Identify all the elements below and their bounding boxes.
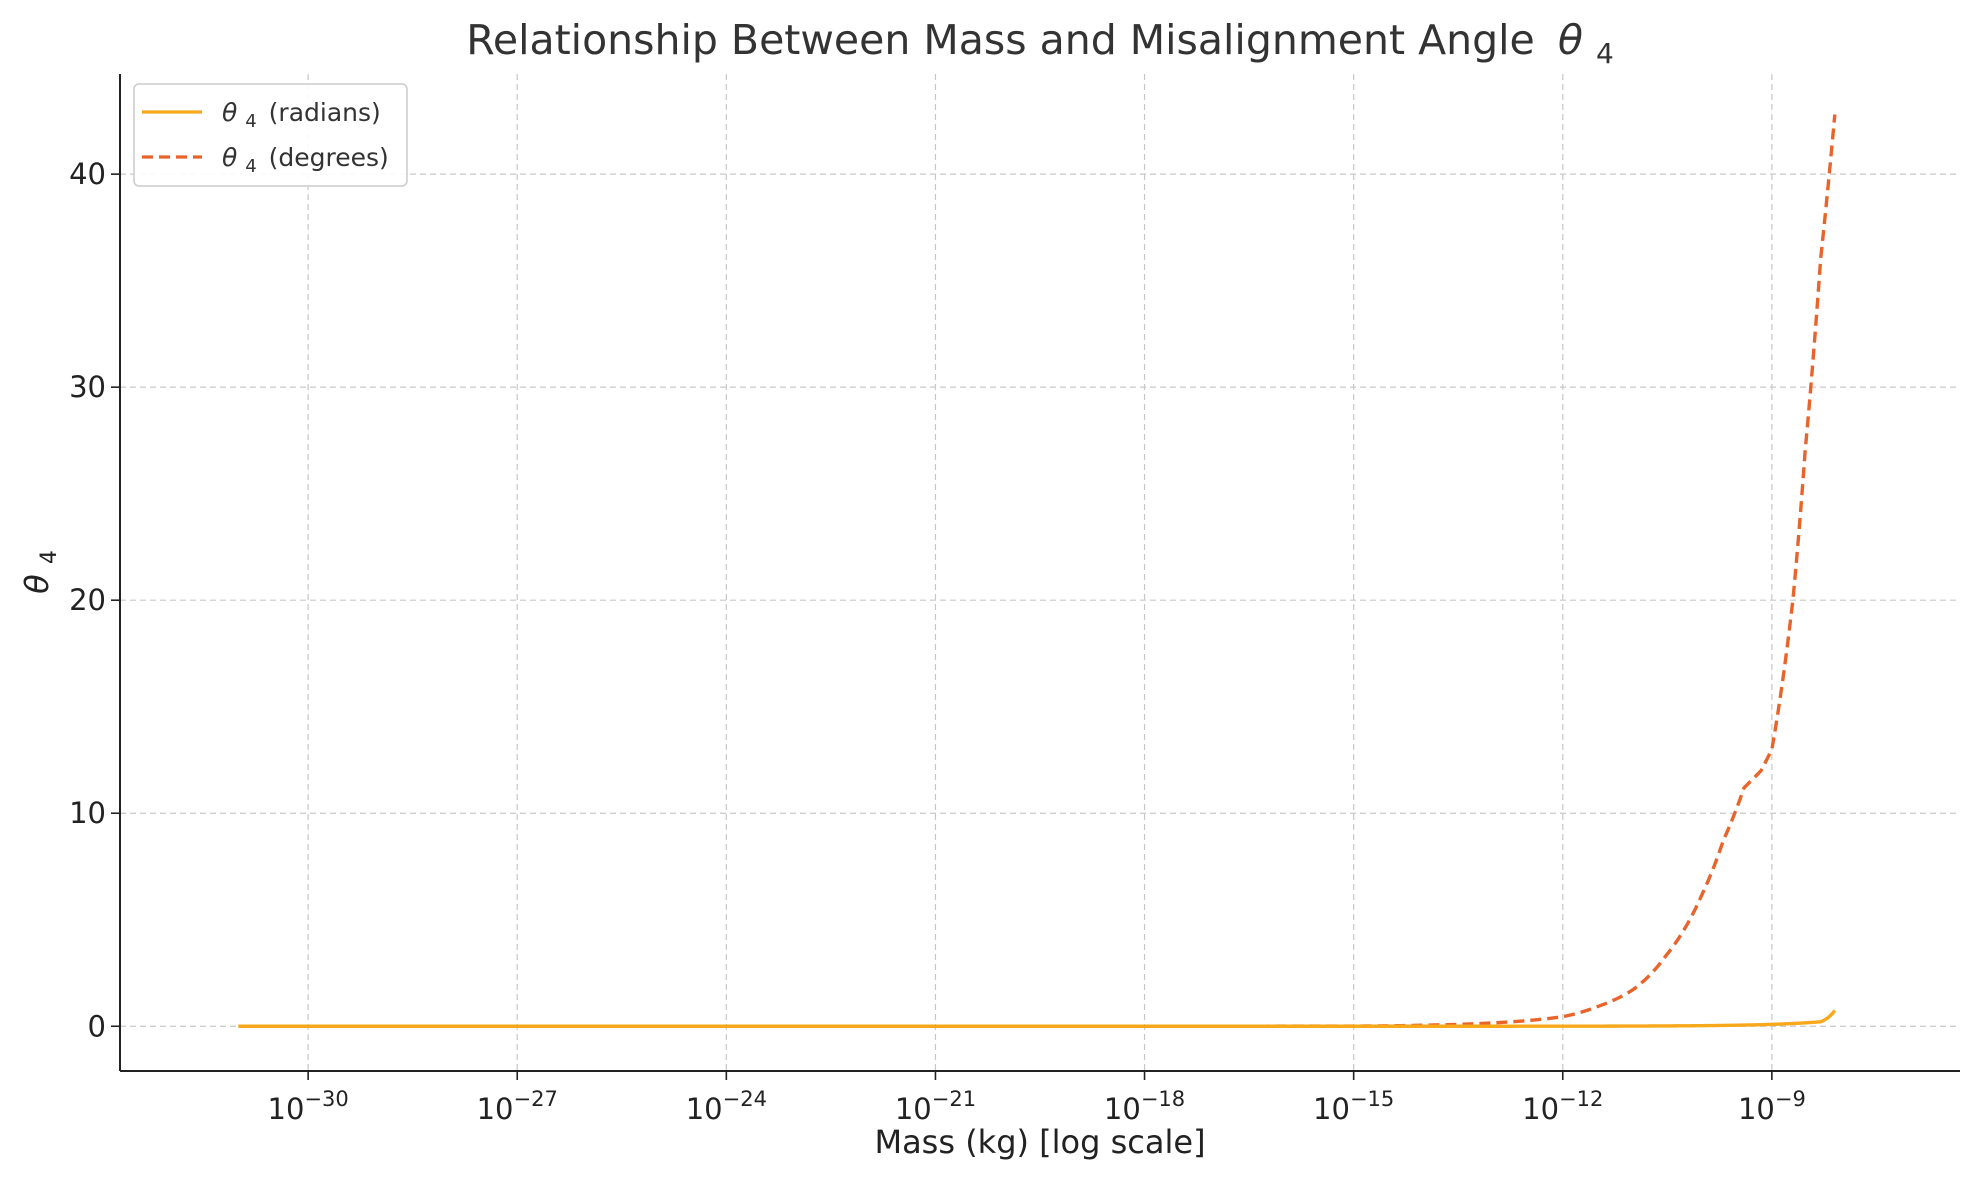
x-tick-label: 10−21 bbox=[895, 1087, 976, 1126]
y-tick-label: 0 bbox=[88, 1009, 106, 1043]
legend-label-degrees: θ 4 (degrees) bbox=[222, 143, 389, 178]
series-line-radians bbox=[238, 1009, 1837, 1028]
x-tick-label: 10−27 bbox=[477, 1087, 558, 1126]
series-layer bbox=[238, 114, 1837, 1028]
x-tick-label: 10−18 bbox=[1104, 1087, 1185, 1126]
y-tick-label: 40 bbox=[69, 157, 106, 191]
y-tick-label: 10 bbox=[69, 796, 106, 830]
x-tick-label: 10−30 bbox=[268, 1087, 349, 1126]
legend-label-radians: θ 4 (radians) bbox=[222, 98, 381, 133]
x-tick-label: 10−15 bbox=[1313, 1087, 1394, 1126]
y-axis-label: θ 4 bbox=[18, 550, 62, 594]
x-tick-label: 10−12 bbox=[1522, 1087, 1603, 1126]
x-axis-label: Mass (kg) [log scale] bbox=[874, 1123, 1205, 1161]
y-tick-label: 30 bbox=[69, 370, 106, 404]
x-tick-label: 10−9 bbox=[1738, 1087, 1806, 1126]
legend: θ 4 (radians) θ 4 (degrees) bbox=[133, 83, 408, 187]
y-tick-label: 20 bbox=[69, 583, 106, 617]
tick-labels: 0 10 20 30 40 10−30 10−27 10−24 10−21 10−18 10−15 1… bbox=[69, 157, 1806, 1126]
series-line-degrees bbox=[238, 114, 1837, 1028]
x-tick-label: 10−24 bbox=[686, 1087, 767, 1126]
chart-title: Relationship Between Mass and Misalignme… bbox=[466, 16, 1614, 70]
legend-frame bbox=[133, 83, 408, 187]
axes bbox=[111, 74, 1960, 1080]
